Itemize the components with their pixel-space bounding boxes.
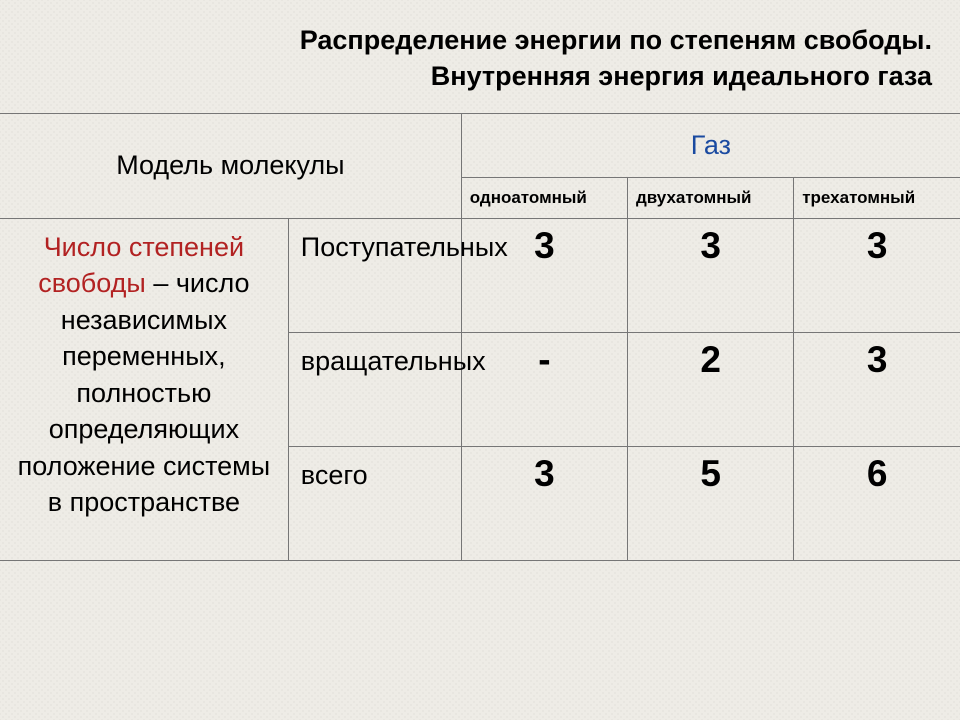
title-line-2: Внутренняя энергия идеального газа xyxy=(431,61,932,91)
subheader-triatomic: трехатомный xyxy=(794,177,960,218)
row-kind-translational: Поступательных xyxy=(288,218,461,332)
row-kind-total: всего xyxy=(288,447,461,561)
row-kind-rotational: вращательных xyxy=(288,333,461,447)
cell-r3c3: 6 xyxy=(794,447,960,561)
cell-r3c1: 3 xyxy=(461,447,627,561)
definition-cell: Число степеней свободы – число независим… xyxy=(0,218,288,561)
cell-r3c2: 5 xyxy=(627,447,793,561)
definition-rest: – число независимых переменных, полность… xyxy=(18,268,271,517)
cell-r2c3: 3 xyxy=(794,333,960,447)
subheader-diatomic: двухатомный xyxy=(627,177,793,218)
subheader-monoatomic: одноатомный xyxy=(461,177,627,218)
cell-r2c1: - xyxy=(461,333,627,447)
page-title: Распределение энергии по степеням свобод… xyxy=(0,0,960,113)
table-header-row: Модель молекулы Газ xyxy=(0,113,960,177)
header-model: Модель молекулы xyxy=(0,113,461,218)
table-row: Число степеней свободы – число независим… xyxy=(0,218,960,332)
cell-r1c2: 3 xyxy=(627,218,793,332)
title-line-1: Распределение энергии по степеням свобод… xyxy=(300,25,932,55)
cell-r1c3: 3 xyxy=(794,218,960,332)
degrees-of-freedom-table: Модель молекулы Газ одноатомный двухатом… xyxy=(0,113,960,562)
header-gas: Газ xyxy=(461,113,960,177)
cell-r2c2: 2 xyxy=(627,333,793,447)
